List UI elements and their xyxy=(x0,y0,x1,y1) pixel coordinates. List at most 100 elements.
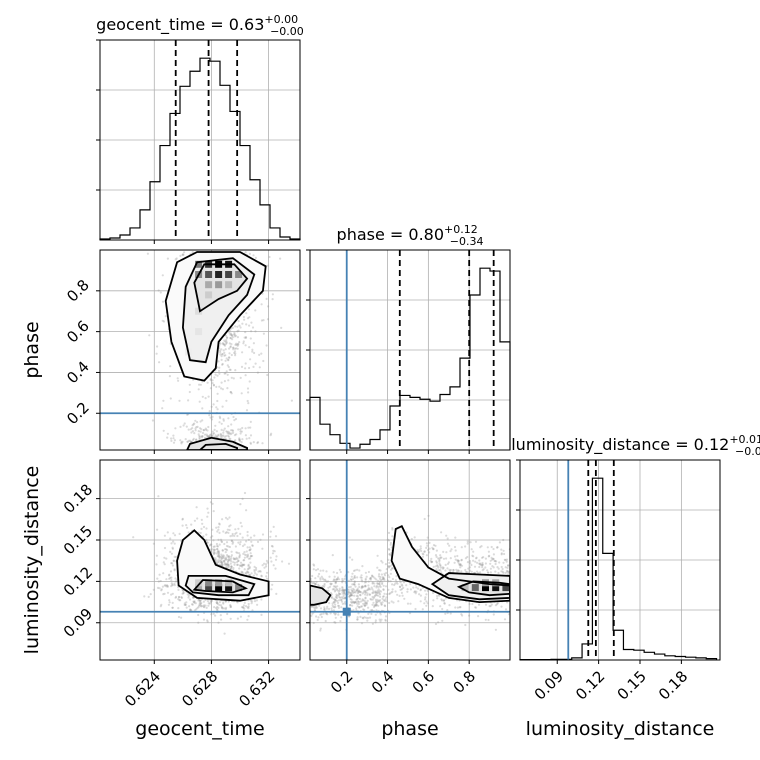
scatter-point xyxy=(367,612,370,616)
scatter-point xyxy=(190,431,193,434)
scatter-point xyxy=(464,570,467,574)
scatter-point xyxy=(495,560,498,563)
scatter-point xyxy=(203,604,206,607)
scatter-point xyxy=(371,575,374,578)
scatter-point xyxy=(182,589,185,592)
scatter-point xyxy=(376,592,379,595)
scatter-point xyxy=(504,571,507,575)
x-tick-label-luminosity_distance: 0.09 xyxy=(531,667,567,703)
scatter-point xyxy=(162,561,165,564)
scatter-point xyxy=(173,568,176,571)
scatter-point xyxy=(146,252,149,255)
scatter-point xyxy=(242,604,245,607)
scatter-point xyxy=(373,582,376,585)
scatter-point xyxy=(358,585,361,589)
scatter-point xyxy=(254,362,257,365)
scatter-point xyxy=(457,561,460,564)
scatter-point xyxy=(500,552,503,555)
scatter-point xyxy=(382,577,386,580)
scatter-point xyxy=(313,582,317,585)
contour-line xyxy=(164,251,267,382)
scatter-point xyxy=(352,587,355,590)
scatter-point xyxy=(221,518,224,521)
scatter-point xyxy=(262,319,265,322)
scatter-point xyxy=(365,602,368,605)
scatter-point xyxy=(439,566,442,569)
truth-marker xyxy=(342,607,351,616)
scatter-point xyxy=(325,570,328,573)
scatter-point xyxy=(211,502,214,505)
scatter-point xyxy=(217,621,220,624)
scatter-point xyxy=(245,570,249,573)
scatter-point xyxy=(441,567,445,570)
scatter-point xyxy=(170,579,173,582)
scatter-point xyxy=(344,597,347,600)
scatter-point xyxy=(381,581,384,584)
scatter-point xyxy=(243,601,246,605)
scatter-point xyxy=(197,430,200,433)
scatter-point xyxy=(428,541,431,545)
scatter-point xyxy=(337,604,341,608)
scatter-point xyxy=(364,593,367,596)
scatter-point xyxy=(484,618,487,621)
scatter-point xyxy=(430,560,433,563)
scatter-point xyxy=(446,609,449,612)
scatter-point xyxy=(367,606,370,609)
scatter-point xyxy=(449,568,452,572)
scatter-point xyxy=(224,558,227,561)
scatter-point xyxy=(223,343,226,346)
scatter-point xyxy=(230,560,233,563)
scatter-point xyxy=(217,369,221,372)
scatter-point xyxy=(217,434,220,437)
scatter-point xyxy=(213,551,216,554)
scatter-point xyxy=(216,605,219,609)
scatter-point xyxy=(177,379,180,382)
scatter-point xyxy=(364,596,367,599)
scatter-point xyxy=(222,431,225,434)
scatter-point xyxy=(338,599,341,602)
scatter-point xyxy=(333,575,336,578)
scatter-point xyxy=(478,562,481,565)
scatter-point xyxy=(211,434,214,437)
scatter-point xyxy=(371,574,374,577)
scatter-point xyxy=(339,570,342,574)
scatter-point xyxy=(229,391,232,394)
x-axis-label-phase: phase xyxy=(381,718,438,740)
scatter-point xyxy=(334,578,337,581)
scatter-point xyxy=(217,549,220,552)
scatter-point xyxy=(417,550,420,553)
title-main: geocent_time = 0.63 xyxy=(96,15,264,35)
scatter-point xyxy=(239,432,242,435)
title-sup: +0.12 xyxy=(444,223,478,236)
scatter-point xyxy=(400,588,403,591)
scatter-point xyxy=(492,557,495,561)
scatter-point xyxy=(487,618,490,622)
scatter-point xyxy=(471,554,474,557)
scatter-point xyxy=(246,606,249,609)
scatter-point xyxy=(227,365,230,369)
scatter-point xyxy=(211,535,214,538)
scatter-point xyxy=(224,340,227,343)
scatter-point xyxy=(315,569,318,572)
scatter-point xyxy=(197,621,200,624)
scatter-point xyxy=(312,605,315,608)
scatter-point xyxy=(439,569,442,572)
scatter-point xyxy=(332,579,335,582)
scatter-point xyxy=(173,584,176,587)
scatter-point xyxy=(356,568,359,571)
scatter-point xyxy=(336,576,340,579)
scatter-point xyxy=(334,613,337,616)
scatter-point xyxy=(248,546,251,549)
scatter-point xyxy=(260,352,263,355)
scatter-point xyxy=(416,549,419,552)
scatter-point xyxy=(189,608,192,611)
scatter-point xyxy=(422,553,425,556)
scatter-point xyxy=(184,438,187,441)
scatter-point xyxy=(379,613,382,616)
scatter-point xyxy=(502,538,505,542)
scatter-point xyxy=(244,367,247,370)
scatter-point xyxy=(235,556,238,560)
scatter-point xyxy=(426,544,429,547)
scatter-point xyxy=(449,612,452,615)
scatter-point xyxy=(331,588,334,591)
